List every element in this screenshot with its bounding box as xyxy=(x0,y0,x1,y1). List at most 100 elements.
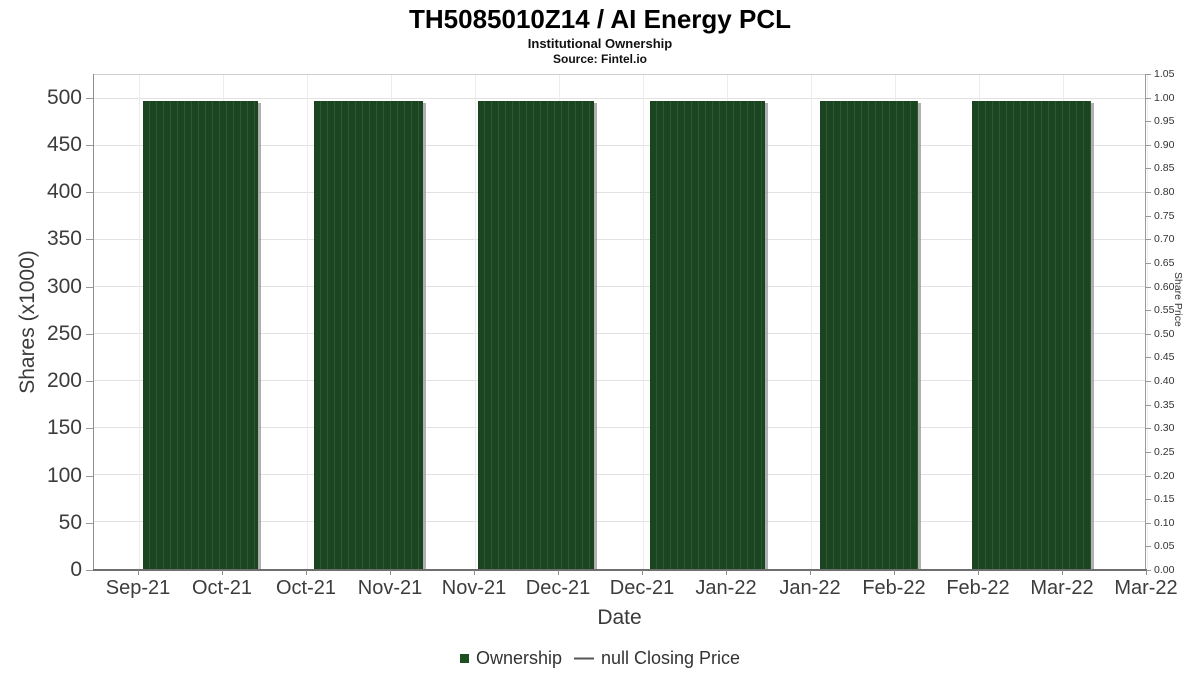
left-axis-tick-label: 400 xyxy=(46,180,82,204)
left-axis-tick-label: 350 xyxy=(46,227,82,251)
left-axis-tick-label: 50 xyxy=(58,510,82,534)
x-axis-tick-label: Mar-22 xyxy=(1030,577,1094,599)
left-axis-tick xyxy=(86,97,93,99)
x-axis-tick xyxy=(558,570,559,575)
gridline-horizontal xyxy=(94,144,1145,146)
left-axis-tick xyxy=(86,570,93,571)
left-axis-tick xyxy=(86,286,93,288)
right-axis-tick xyxy=(1146,475,1151,477)
left-axis-line xyxy=(93,74,94,570)
right-axis-tick-label: 0.80 xyxy=(1154,186,1175,199)
x-axis-tick xyxy=(138,570,139,575)
x-axis-tick-label: Nov-21 xyxy=(357,577,423,599)
ownership-bar[interactable] xyxy=(649,101,765,569)
left-axis-tick-label: 300 xyxy=(46,274,82,298)
right-axis-tick-label: 0.10 xyxy=(1154,516,1175,529)
left-axis-tick-label: 250 xyxy=(46,321,82,345)
chart-subtitle: Institutional Ownership xyxy=(527,36,673,51)
x-axis-line xyxy=(93,569,1147,571)
right-axis-tick xyxy=(1146,451,1151,453)
x-axis-tick-label: Feb-22 xyxy=(862,577,926,599)
price-line-icon: — xyxy=(573,647,594,669)
right-axis-tick xyxy=(1146,121,1151,123)
gridline-horizontal xyxy=(94,238,1145,240)
gridline-horizontal xyxy=(94,520,1145,522)
chart-title: TH5085010Z14 / AI Energy PCL xyxy=(409,4,791,34)
ownership-bar[interactable] xyxy=(478,101,595,569)
x-axis-tick xyxy=(894,570,895,575)
right-axis-tick-label: 0.45 xyxy=(1154,351,1175,364)
right-axis-tick xyxy=(1146,215,1151,217)
gridline-horizontal xyxy=(94,426,1145,428)
right-axis-tick-label: 0.60 xyxy=(1154,280,1175,293)
legend-label-closing-price: null Closing Price xyxy=(600,647,741,668)
ownership-bar[interactable] xyxy=(142,101,258,569)
gridline-horizontal xyxy=(94,473,1145,475)
ownership-bar[interactable] xyxy=(313,101,424,569)
gridline-vertical xyxy=(643,75,644,569)
right-axis-tick xyxy=(1146,74,1151,75)
gridline-horizontal xyxy=(94,379,1145,381)
left-axis-tick-label: 150 xyxy=(46,416,82,440)
plot-area xyxy=(93,74,1148,570)
right-axis-tick xyxy=(1146,262,1151,264)
x-axis-tick xyxy=(222,570,223,575)
right-axis-tick-label: 1.00 xyxy=(1154,91,1175,104)
gridline-vertical xyxy=(139,75,140,569)
gridline-horizontal xyxy=(94,191,1145,193)
right-axis-tick-label: 0.90 xyxy=(1154,138,1175,151)
right-axis-tick xyxy=(1146,499,1151,501)
right-axis-tick-label: 0.75 xyxy=(1154,209,1175,222)
gridline-vertical xyxy=(1147,75,1148,569)
x-axis-tick-label: Oct-21 xyxy=(191,577,253,599)
x-axis-tick xyxy=(1062,570,1063,575)
right-axis-tick-label: 0.20 xyxy=(1154,469,1175,482)
left-axis-tick xyxy=(86,428,93,430)
left-axis-tick-label: 100 xyxy=(46,463,82,487)
right-axis-line xyxy=(1145,74,1146,570)
right-axis-tick-label: 0.50 xyxy=(1154,327,1175,340)
gridline-horizontal xyxy=(94,332,1145,334)
x-axis-tick-label: Feb-22 xyxy=(946,577,1010,599)
right-axis-tick xyxy=(1146,192,1151,194)
gridline-vertical xyxy=(811,75,812,569)
chart-source: Source: Fintel.io xyxy=(552,52,647,66)
right-axis-title: Share Price xyxy=(1172,272,1184,327)
x-axis-tick xyxy=(810,570,811,575)
x-axis-tick-label: Dec-21 xyxy=(609,577,675,599)
right-axis-tick-label: 0.05 xyxy=(1154,540,1175,553)
right-axis-tick-label: 0.95 xyxy=(1154,115,1175,128)
x-axis-tick xyxy=(474,570,475,575)
x-axis-tick xyxy=(306,570,307,575)
right-axis-tick xyxy=(1146,239,1151,241)
left-axis-tick xyxy=(86,192,93,194)
gridline-horizontal xyxy=(94,285,1145,287)
right-axis-tick xyxy=(1146,546,1151,548)
right-axis-tick xyxy=(1146,168,1151,170)
right-axis-tick-label: 0.30 xyxy=(1154,422,1175,435)
right-axis-tick-label: 0.85 xyxy=(1154,162,1175,175)
gridline-vertical xyxy=(307,75,308,569)
right-axis-tick xyxy=(1146,428,1151,430)
ownership-bar[interactable] xyxy=(819,101,919,569)
x-axis-tick-label: Jan-22 xyxy=(695,577,757,599)
right-axis-tick-label: 0.55 xyxy=(1154,304,1175,317)
ownership-bar[interactable] xyxy=(972,101,1092,569)
right-axis-tick-label: 0.15 xyxy=(1154,493,1175,506)
x-axis-tick-label: Sep-21 xyxy=(105,577,171,599)
legend-label-ownership: Ownership xyxy=(475,647,562,668)
right-axis-tick xyxy=(1146,381,1151,383)
x-axis-tick-label: Oct-21 xyxy=(275,577,337,599)
x-axis-tick-label: Dec-21 xyxy=(525,577,591,599)
legend-item-ownership[interactable]: Ownership xyxy=(459,647,562,669)
ownership-swatch-icon xyxy=(459,653,469,663)
left-axis-tick-label: 200 xyxy=(46,369,82,393)
right-axis-tick-label: 1.05 xyxy=(1154,68,1175,80)
right-axis-tick-label: 0.25 xyxy=(1154,445,1175,458)
right-axis-tick xyxy=(1146,310,1151,312)
left-axis-tick xyxy=(86,522,93,524)
right-axis-tick-label: 0.40 xyxy=(1154,375,1175,388)
legend-item-closing-price[interactable]: — null Closing Price xyxy=(574,648,740,669)
x-axis-tick xyxy=(1146,570,1147,575)
